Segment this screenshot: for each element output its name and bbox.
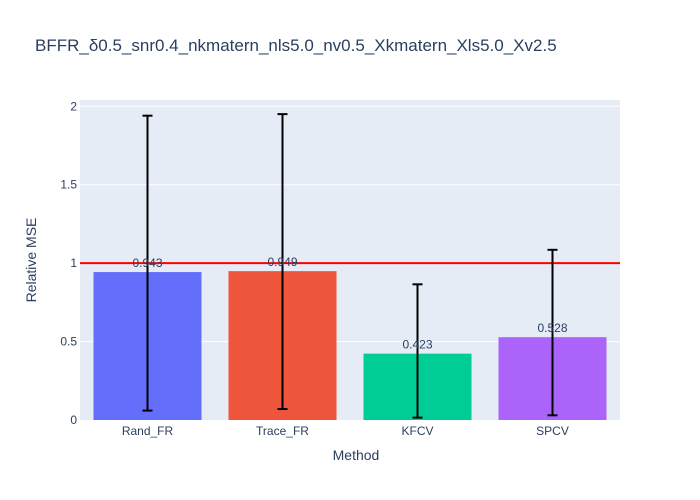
bar-value-label: 0.528 bbox=[537, 321, 567, 335]
y-tick-label: 0.5 bbox=[60, 335, 77, 349]
y-axis-title: Relative MSE bbox=[23, 218, 39, 303]
y-tick-label: 1.5 bbox=[60, 178, 77, 192]
bar-value-label: 0.943 bbox=[132, 256, 162, 270]
x-tick-label: Rand_FR bbox=[122, 424, 174, 438]
x-tick-label: KFCV bbox=[401, 424, 433, 438]
x-tick-label: Trace_FR bbox=[256, 424, 309, 438]
bar-labels: 0.943 0.949 0.423 0.528 bbox=[132, 255, 567, 352]
bar-value-label: 0.423 bbox=[402, 338, 432, 352]
chart-title: BFFR_δ0.5_snr0.4_nkmatern_nls5.0_nv0.5_X… bbox=[35, 36, 557, 55]
x-axis-title: Method bbox=[333, 447, 380, 463]
bar-value-label: 0.949 bbox=[267, 255, 297, 269]
error-bars bbox=[142, 113, 558, 419]
y-tick-label: 1 bbox=[70, 256, 77, 270]
x-tick-label: SPCV bbox=[536, 424, 569, 438]
y-tick-label: 2 bbox=[70, 99, 77, 113]
y-tick-label: 0 bbox=[70, 413, 77, 427]
y-tick-labels: 0 0.5 1 1.5 2 bbox=[60, 99, 77, 427]
x-tick-labels: Rand_FR Trace_FR KFCV SPCV bbox=[122, 424, 569, 438]
